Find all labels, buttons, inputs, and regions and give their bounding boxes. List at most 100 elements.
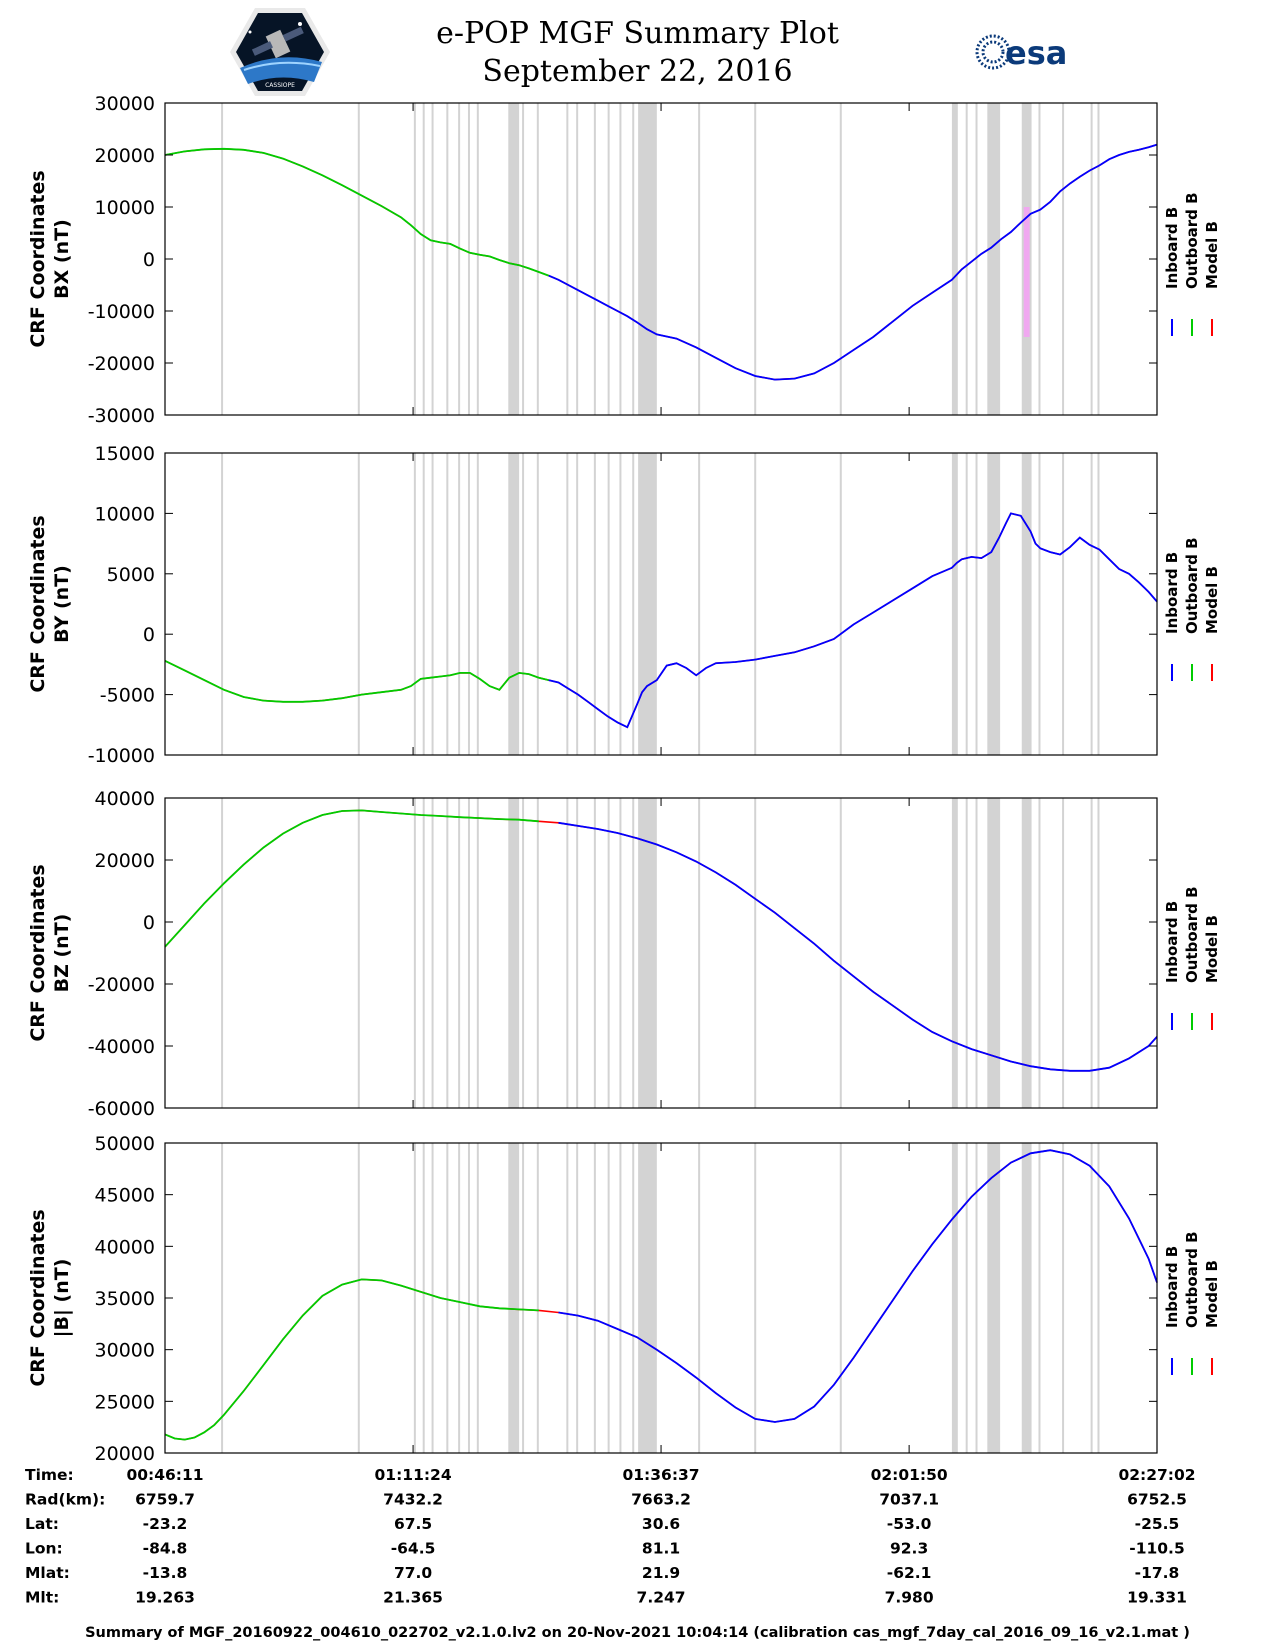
y-tick-label: 25000 xyxy=(95,1391,155,1413)
y-axis-label: CRF Coordinates xyxy=(27,170,49,347)
y-tick-label: 10000 xyxy=(95,197,155,219)
data-gap-band xyxy=(638,798,657,1108)
data-gap-band xyxy=(1038,798,1041,1108)
data-gap-band xyxy=(413,798,416,1108)
data-gap-band xyxy=(536,103,539,415)
data-gap-band xyxy=(221,453,224,755)
y-axis-label: CRF Coordinates xyxy=(27,515,49,692)
info-cell: 6759.7 xyxy=(135,1491,195,1509)
info-cell: -23.2 xyxy=(143,1515,188,1533)
footer-note: Summary of MGF_20160922_004610_022702_v2… xyxy=(85,1625,1190,1641)
y-tick-label: -5000 xyxy=(100,685,155,707)
y-tick-label: -10000 xyxy=(88,301,155,323)
data-gap-band xyxy=(357,453,360,755)
data-gap-band xyxy=(431,103,434,415)
series-model-b xyxy=(164,143,1158,381)
data-gap-band xyxy=(1021,453,1032,755)
svg-text:CASSIOPE: CASSIOPE xyxy=(265,82,295,89)
info-cell: -64.5 xyxy=(391,1540,436,1558)
y-tick-label: 10000 xyxy=(95,503,155,525)
info-cell: -84.8 xyxy=(143,1540,188,1558)
y-tick-label: 20000 xyxy=(95,1443,155,1465)
data-gap-band xyxy=(754,798,757,1108)
data-gap-band xyxy=(522,798,525,1108)
data-gap-band xyxy=(1062,798,1065,1108)
y-tick-label: 0 xyxy=(143,912,155,934)
data-gap-band xyxy=(987,103,1001,415)
data-gap-band xyxy=(638,453,657,755)
svg-text:esa: esa xyxy=(1005,34,1067,72)
info-row-label: Mlat: xyxy=(25,1564,70,1582)
data-gap-band xyxy=(1038,1143,1041,1453)
plot-header: CASSIOPE e-POP MGF Summary Plot Septembe… xyxy=(0,0,1275,100)
data-gap-band xyxy=(566,1143,569,1453)
y-tick-label: -20000 xyxy=(88,974,155,996)
y-tick-label: 5000 xyxy=(107,564,155,586)
data-gap-band xyxy=(698,453,701,755)
data-gap-band xyxy=(357,103,360,415)
series-model-b xyxy=(164,1149,1158,1441)
y-tick-label: 35000 xyxy=(95,1288,155,1310)
data-gap-band xyxy=(754,453,757,755)
data-gap-band xyxy=(607,1143,610,1453)
data-gap-band xyxy=(638,103,657,415)
data-gap-band xyxy=(446,798,449,1108)
y-axis-label: |B| (nT) xyxy=(51,1259,73,1338)
info-cell: 7.247 xyxy=(637,1589,686,1607)
data-gap-band xyxy=(536,798,539,1108)
info-row-label: Lon: xyxy=(25,1540,63,1558)
series-inboard-b xyxy=(548,512,1158,729)
info-cell: 30.6 xyxy=(642,1515,680,1533)
info-cell: 02:27:02 xyxy=(1118,1466,1195,1484)
series-inboard-b xyxy=(548,143,1158,381)
y-axis-label: BX (nT) xyxy=(51,219,73,299)
info-cell: 19.331 xyxy=(1127,1589,1187,1607)
y-tick-label: -20000 xyxy=(88,353,155,375)
info-cell: 7.980 xyxy=(885,1589,934,1607)
info-cell: 21.365 xyxy=(383,1589,443,1607)
data-gap-band xyxy=(1062,1143,1065,1453)
data-gap-band xyxy=(965,103,968,415)
data-gap-band xyxy=(632,1143,635,1453)
series-model-b xyxy=(164,512,1158,729)
info-row-label: Rad(km): xyxy=(25,1491,105,1509)
data-gap-band xyxy=(1090,798,1093,1108)
data-gap-band xyxy=(975,798,978,1108)
data-gap-band xyxy=(576,103,579,415)
data-gap-band xyxy=(839,1143,842,1453)
info-cell: 77.0 xyxy=(394,1564,432,1582)
data-gap-band xyxy=(632,798,635,1108)
plot-frame xyxy=(164,102,1158,416)
legend-label: Outboard B xyxy=(1183,537,1201,634)
legend-label: Model B xyxy=(1203,221,1221,289)
legend-label: Model B xyxy=(1203,1260,1221,1328)
data-gap-band xyxy=(576,453,579,755)
info-row-label: Time: xyxy=(25,1466,74,1484)
data-gap-band xyxy=(422,453,425,755)
data-gap-band xyxy=(1090,1143,1093,1453)
data-gap-band xyxy=(607,103,610,415)
data-gap-band xyxy=(446,453,449,755)
y-tick-label: 0 xyxy=(143,249,155,271)
data-gap-band xyxy=(987,798,1001,1108)
data-gap-band xyxy=(619,1143,622,1453)
data-gap-band xyxy=(1090,103,1093,415)
legend-label: Inboard B xyxy=(1163,552,1181,634)
info-row-label: Mlt: xyxy=(25,1589,59,1607)
data-gap-band xyxy=(607,798,610,1108)
legend-label: Outboard B xyxy=(1183,886,1201,983)
data-gap-band xyxy=(1097,1143,1100,1453)
info-cell: 6752.5 xyxy=(1127,1491,1187,1509)
y-axis-label: BY (nT) xyxy=(51,565,73,643)
y-tick-label: 0 xyxy=(143,624,155,646)
y-tick-label: 40000 xyxy=(95,1236,155,1258)
legend-label: Inboard B xyxy=(1163,207,1181,289)
info-cell: -62.1 xyxy=(887,1564,932,1582)
data-gap-band xyxy=(431,798,434,1108)
data-gap-band xyxy=(593,798,596,1108)
info-cell: 01:11:24 xyxy=(375,1466,452,1484)
series-outboard-b xyxy=(164,147,549,277)
y-tick-label: 40000 xyxy=(95,788,155,810)
legend-label: Outboard B xyxy=(1183,1231,1201,1328)
